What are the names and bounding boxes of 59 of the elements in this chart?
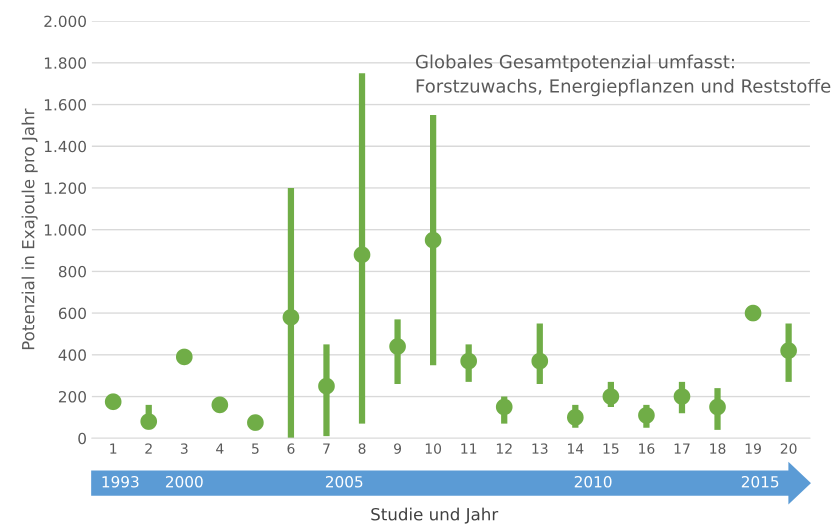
y-tick-label: 1.400 [44,140,86,152]
text: 2000 [166,476,203,488]
point [744,304,762,322]
x-tick-label: 14 [568,444,584,454]
x-tick-label: 18 [710,443,726,454]
x-tick-label: 20 [780,443,797,454]
point [638,406,655,424]
point [780,342,797,359]
point [247,414,264,431]
point [282,308,300,326]
y-tick-label: 800 [58,266,86,278]
text: 2015 [742,476,778,488]
y-tick-label: 600 [58,308,86,320]
x-tick-label: 6 [287,443,294,454]
point [318,378,335,394]
point [104,393,122,410]
point [354,246,370,264]
point [140,413,158,430]
point [531,352,548,370]
x-tick-label: 17 [674,444,690,454]
y-tick-label: 2.000 [44,16,86,28]
x-tick-label: 8 [358,443,366,454]
y-tick-label: 1.000 [44,224,86,236]
x-tick-label: 19 [746,443,761,454]
point [709,398,726,416]
y-tick-label: 0 [78,432,86,444]
x-tick-label: 2 [145,443,152,454]
point [602,388,620,405]
annotation: Globales Gesamtpotenzial umfasst: Forstzuwachs, Energiepflanzen und Reststoffe [416,54,830,96]
point [674,388,690,405]
x-tick-label: 7 [323,444,330,454]
x-axis-title: Studie und Jahr [371,508,498,524]
y-tick-label: 200 [58,390,86,403]
text: 2005 [326,476,362,488]
x-tick-label: 12 [496,443,512,454]
x-tick-label: 13 [532,443,548,454]
y-tick-label: 1.800 [44,57,86,69]
y-tick-label: 400 [58,349,86,361]
point [176,348,193,366]
y-tick-label: 1.200 [44,182,86,194]
x-tick-label: 10 [426,443,442,454]
point [460,352,478,370]
x-tick-label: 15 [604,444,618,454]
point [566,409,584,426]
x-tick-label: 5 [252,444,259,454]
x-tick-label: 11 [461,444,476,454]
point [211,396,228,414]
x-tick-label: 4 [216,444,224,454]
y-tick-label: 1.600 [44,99,86,111]
y-axis-title: Potenzial in Exajoule pro Jahr [22,108,38,350]
text: 1993 [102,476,139,488]
point [424,232,442,248]
x-tick-label: 3 [180,443,188,454]
x-tick-label: 1 [110,444,116,454]
text: 2010 [574,476,612,488]
point [389,338,406,355]
x-tick-label: 16 [639,443,654,454]
x-tick-label: 9 [394,443,402,454]
point [496,398,513,416]
